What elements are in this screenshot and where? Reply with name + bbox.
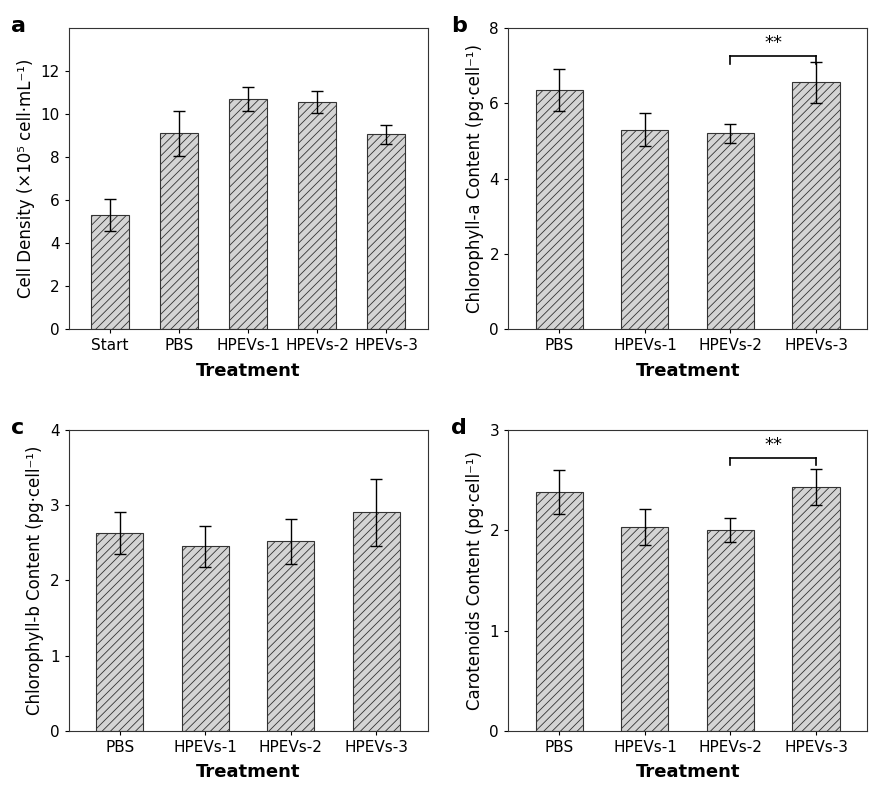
Text: **: ** — [765, 34, 782, 53]
Y-axis label: Cell Density (×10⁵ cell·mL⁻¹): Cell Density (×10⁵ cell·mL⁻¹) — [17, 59, 34, 298]
Text: **: ** — [765, 437, 782, 454]
X-axis label: Treatment: Treatment — [196, 361, 301, 380]
Bar — [267, 541, 315, 731]
X-axis label: Treatment: Treatment — [636, 764, 740, 781]
Bar — [621, 129, 668, 330]
Text: d: d — [451, 417, 467, 437]
Bar — [353, 512, 400, 731]
Bar — [182, 547, 229, 731]
Bar — [621, 527, 668, 731]
Bar — [707, 133, 754, 330]
Bar — [91, 215, 129, 330]
Text: b: b — [451, 16, 467, 36]
Text: c: c — [11, 417, 24, 437]
Bar — [792, 487, 840, 731]
Bar — [367, 134, 405, 330]
Bar — [96, 533, 143, 731]
Y-axis label: Carotenoids Content (pg·cell⁻¹): Carotenoids Content (pg·cell⁻¹) — [466, 451, 484, 709]
Y-axis label: Chlorophyll-b Content (pg·cell⁻¹): Chlorophyll-b Content (pg·cell⁻¹) — [27, 445, 44, 715]
Bar — [707, 530, 754, 731]
X-axis label: Treatment: Treatment — [636, 361, 740, 380]
Text: a: a — [11, 16, 26, 36]
Bar — [229, 99, 267, 330]
Y-axis label: Chlorophyll-a Content (pg·cell⁻¹): Chlorophyll-a Content (pg·cell⁻¹) — [466, 44, 484, 313]
Bar — [536, 90, 583, 330]
Bar — [298, 102, 336, 330]
Bar — [160, 133, 198, 330]
Bar — [536, 492, 583, 731]
Bar — [792, 82, 840, 330]
X-axis label: Treatment: Treatment — [196, 764, 301, 781]
